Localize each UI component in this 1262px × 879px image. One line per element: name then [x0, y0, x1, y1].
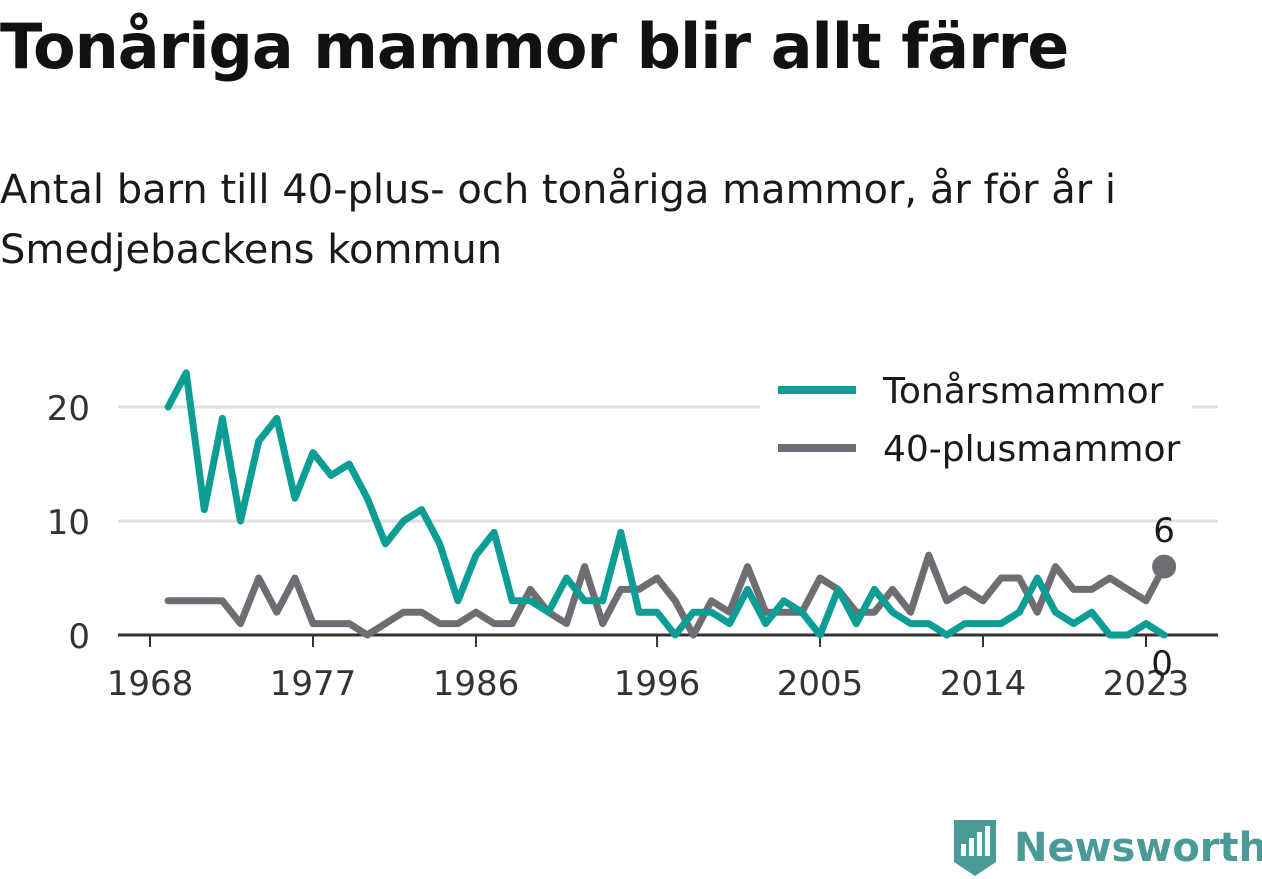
x-axis: 1968 1977 1986 1996 2005 2014 2023 [107, 633, 1218, 704]
end-labels: 60 [1151, 511, 1175, 684]
x-tick-label: 1986 [433, 664, 520, 704]
series-line-tonarsmammor [164, 369, 1168, 639]
y-axis-labels: 0 10 20 [47, 389, 90, 657]
end-label-tonarsmammor: 0 [1151, 644, 1173, 684]
x-tick-label: 2023 [1103, 664, 1190, 704]
legend: Tonårsmammor 40-plusmammor [760, 362, 1192, 492]
end-label-40-plusmammor: 6 [1153, 511, 1175, 551]
end-point-40-plusmammor [1152, 554, 1177, 579]
legend-background [760, 362, 1192, 492]
x-tick-label: 2005 [777, 664, 864, 704]
brand-name: Newsworthy [1014, 825, 1262, 871]
chart-subtitle: Antal barn till 40-plus- och tonåriga ma… [0, 167, 1117, 273]
logo-icon [954, 820, 996, 876]
series-line-40-plusmammor [164, 551, 1168, 639]
chart-title: Tonåriga mammor blir allt färre [0, 10, 1069, 83]
y-tick-label: 20 [47, 389, 90, 429]
x-tick-label: 2014 [940, 664, 1027, 704]
series-lines [164, 369, 1177, 639]
y-tick-label: 10 [47, 503, 90, 543]
newsworthy-logo: Newsworthy [950, 818, 1262, 878]
legend-label: 40-plusmammor [883, 429, 1181, 470]
x-tick-label: 1996 [614, 664, 701, 704]
x-tick-label: 1977 [270, 664, 357, 704]
legend-label: Tonårsmammor [882, 371, 1164, 412]
y-tick-label: 0 [68, 617, 90, 657]
x-tick-label: 1968 [107, 664, 194, 704]
